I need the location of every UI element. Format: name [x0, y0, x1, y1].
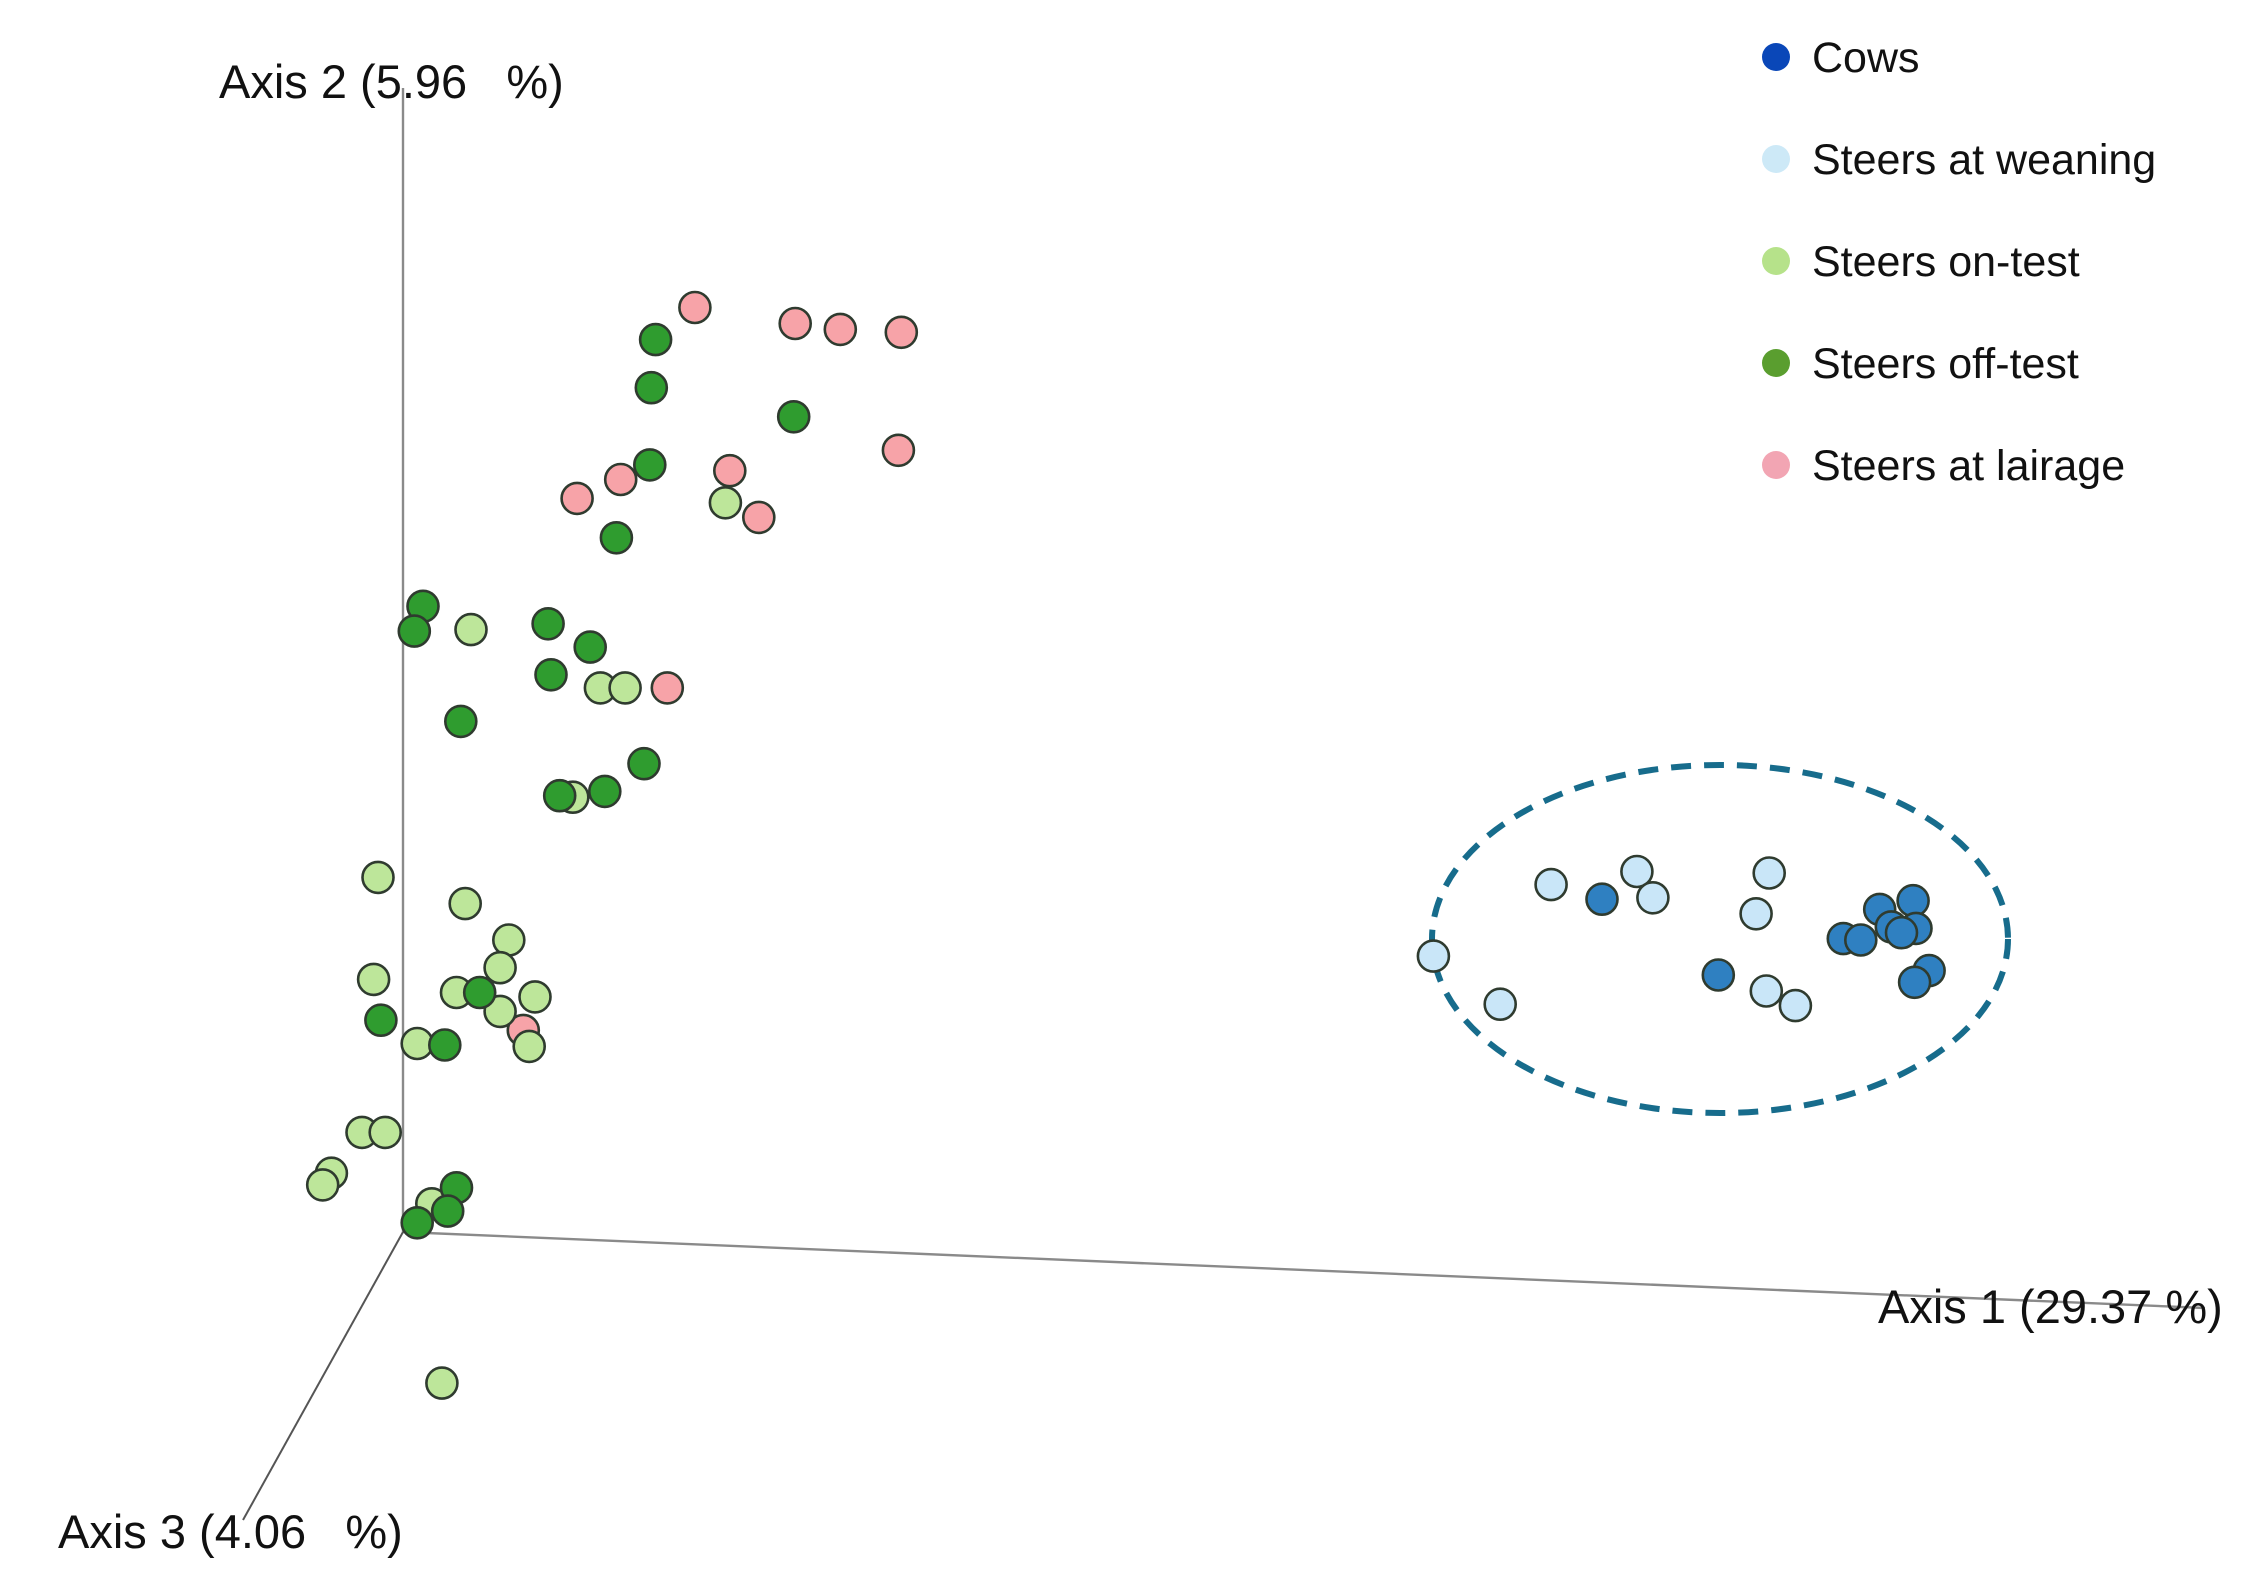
- point-steers-off-test-5: [599, 520, 634, 555]
- point-steers-off-test-17: [427, 1028, 462, 1062]
- point-cows-2: [1701, 958, 1736, 992]
- point-steers-on-test-9: [483, 950, 517, 985]
- point-cows-4: [1896, 883, 1930, 918]
- legend-marker-steers-on-test: [1762, 247, 1790, 275]
- point-steers-at-lairage-10: [650, 671, 685, 705]
- point-steers-on-test-7: [448, 886, 483, 921]
- point-steers-on-test-14: [400, 1026, 435, 1061]
- point-cows-1: [1585, 882, 1619, 917]
- point-cows-11: [1897, 965, 1932, 1000]
- point-steers-at-weaning-1: [1416, 939, 1451, 973]
- point-steers-on-test-4: [608, 671, 642, 705]
- point-steers-off-test-1: [638, 322, 673, 357]
- point-steers-on-test-6: [361, 860, 395, 895]
- point-steers-at-lairage-1: [678, 290, 712, 325]
- legend-marker-steers-at-weaning: [1762, 145, 1790, 173]
- point-cows-9: [1884, 915, 1919, 950]
- legend-marker-cows: [1762, 43, 1790, 71]
- point-steers-at-lairage-8: [603, 462, 638, 497]
- point-steers-on-test-2: [454, 612, 488, 647]
- point-steers-off-test-12: [627, 746, 661, 781]
- cluster-ellipse: [1429, 762, 2011, 1116]
- point-steers-at-lairage-9: [560, 481, 594, 516]
- legend-label-cows: Cows: [1812, 34, 1920, 82]
- point-steers-off-test-9: [573, 630, 608, 664]
- axis-1-label: Axis 1 (29.37 %): [1878, 1280, 2223, 1333]
- point-steers-on-test-21: [425, 1366, 459, 1400]
- point-steers-on-test-1: [708, 485, 743, 520]
- axis-3-line: [242, 1231, 404, 1521]
- point-steers-at-lairage-5: [881, 433, 916, 468]
- point-steers-off-test-2: [634, 370, 669, 405]
- axis-1-line: [402, 1230, 2206, 1310]
- point-steers-at-weaning-4: [1636, 880, 1670, 915]
- point-steers-on-test-10: [356, 962, 391, 997]
- point-steers-off-test-14: [587, 774, 622, 809]
- point-steers-off-test-7: [397, 614, 432, 648]
- point-steers-off-test-10: [534, 657, 568, 692]
- axis-2-label: Axis 2 (5.96 %): [219, 55, 564, 108]
- point-steers-at-weaning-8: [1778, 988, 1813, 1023]
- point-steers-off-test-16: [364, 1003, 398, 1038]
- point-cows-6: [1844, 923, 1878, 957]
- point-steers-on-test-12: [518, 980, 552, 1014]
- legend: Cows Steers at weaning Steers on-test Steer…: [1762, 34, 2156, 490]
- data-points: [305, 290, 1946, 1400]
- point-steers-at-weaning-5: [1752, 856, 1786, 890]
- legend-label-steers-at-lairage: Steers at lairage: [1812, 442, 2125, 490]
- point-steers-at-lairage-7: [741, 500, 776, 535]
- legend-label-steers-on-test: Steers on-test: [1812, 238, 2080, 286]
- point-steers-on-test-15: [512, 1029, 547, 1064]
- point-steers-off-test-8: [531, 606, 565, 641]
- point-steers-at-weaning-3: [1620, 854, 1654, 889]
- legend-marker-steers-off-test: [1762, 349, 1790, 377]
- point-steers-on-test-13: [483, 994, 517, 1029]
- point-steers-at-lairage-2: [778, 306, 813, 341]
- point-steers-at-weaning-7: [1749, 974, 1784, 1008]
- legend-label-steers-off-test: Steers off-test: [1812, 340, 2079, 388]
- point-steers-at-weaning-2: [1534, 867, 1568, 902]
- point-steers-at-weaning-6: [1739, 896, 1773, 931]
- legend-marker-steers-at-lairage: [1762, 451, 1790, 479]
- point-steers-on-test-19: [305, 1168, 340, 1202]
- point-steers-off-test-13: [542, 778, 577, 813]
- point-steers-on-test-17: [368, 1115, 403, 1150]
- axis-3-label: Axis 3 (4.06 %): [58, 1505, 403, 1558]
- legend-label-steers-at-weaning: Steers at weaning: [1812, 136, 2156, 184]
- point-steers-off-test-15: [462, 975, 497, 1010]
- point-steers-off-test-19: [430, 1194, 465, 1228]
- point-steers-at-weaning-9: [1483, 987, 1517, 1022]
- point-steers-on-test-8: [491, 923, 526, 957]
- point-steers-at-lairage-6: [712, 453, 747, 488]
- point-steers-off-test-11: [443, 704, 478, 739]
- point-steers-off-test-4: [632, 448, 667, 482]
- point-steers-off-test-20: [400, 1206, 435, 1240]
- point-steers-at-lairage-3: [823, 312, 858, 347]
- point-steers-off-test-3: [776, 399, 811, 434]
- point-steers-at-lairage-4: [884, 315, 919, 350]
